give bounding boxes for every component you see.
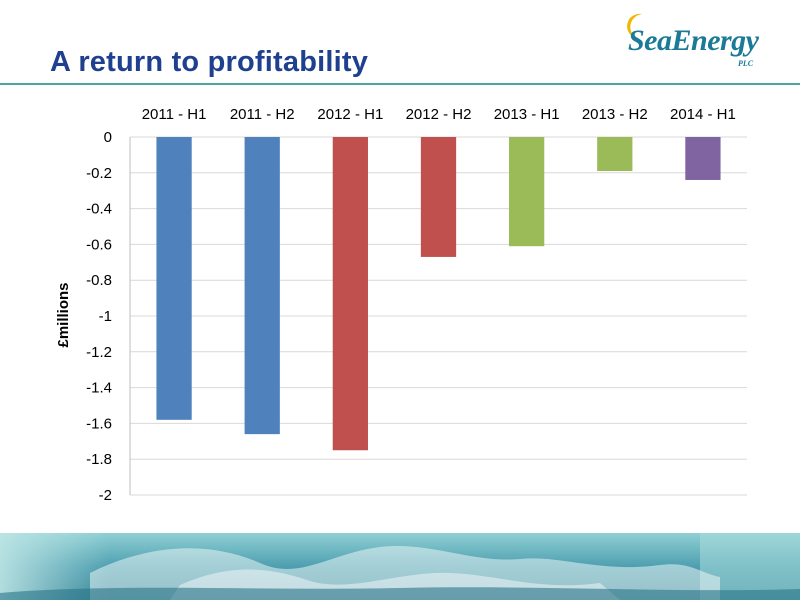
y-tick-label: -1.8 xyxy=(86,451,112,468)
y-tick-label: -1.4 xyxy=(86,380,112,397)
logo-wordmark: SeaEnergy xyxy=(628,24,759,57)
bar xyxy=(156,137,192,420)
x-category-labels: 2011 - H1 2011 - H2 2012 - H1 2012 - H2 2013… xyxy=(142,106,736,123)
bar xyxy=(685,137,721,180)
bar xyxy=(244,137,280,435)
logo-suffix: PLC xyxy=(738,59,754,68)
bar xyxy=(597,137,633,172)
ocean-wave-banner xyxy=(0,533,800,600)
seaenergy-logo: SeaEnergy PLC xyxy=(620,12,780,76)
title-divider xyxy=(0,83,800,85)
y-tick-label: -1.2 xyxy=(86,344,112,361)
y-tick-label: -1.6 xyxy=(86,415,112,432)
y-tick-label: -0.6 xyxy=(86,236,112,253)
x-category-label: 2013 - H1 xyxy=(494,106,560,123)
x-category-label: 2012 - H1 xyxy=(317,106,383,123)
x-category-label: 2014 - H1 xyxy=(670,106,736,123)
y-tick-label: 0 xyxy=(104,129,112,146)
bar-chart: 0 -0.2 -0.4 -0.6 -0.8 -1 -1.2 -1.4 -1.6 -1.8 -2 20… xyxy=(55,106,747,504)
slide-title: A return to profitability xyxy=(50,46,369,78)
wave-image xyxy=(0,533,800,600)
x-category-label: 2013 - H2 xyxy=(582,106,648,123)
x-category-label: 2011 - H2 xyxy=(230,106,295,123)
y-tick-labels: 0 -0.2 -0.4 -0.6 -0.8 -1 -1.2 -1.4 -1.6 -1.8 -2 xyxy=(86,129,112,504)
y-axis-title: £millions xyxy=(55,282,72,347)
bars xyxy=(156,137,721,451)
bar xyxy=(420,137,457,257)
x-category-label: 2011 - H1 xyxy=(142,106,207,123)
y-tick-label: -0.4 xyxy=(86,201,112,218)
bar xyxy=(509,137,545,247)
y-tick-label: -0.2 xyxy=(86,165,112,182)
y-tick-label: -1 xyxy=(99,308,112,325)
x-category-label: 2012 - H2 xyxy=(406,106,472,123)
bar xyxy=(332,137,368,451)
crescent-moon-icon xyxy=(627,13,642,38)
y-tick-label: -2 xyxy=(99,487,112,504)
y-tick-label: -0.8 xyxy=(86,272,112,289)
